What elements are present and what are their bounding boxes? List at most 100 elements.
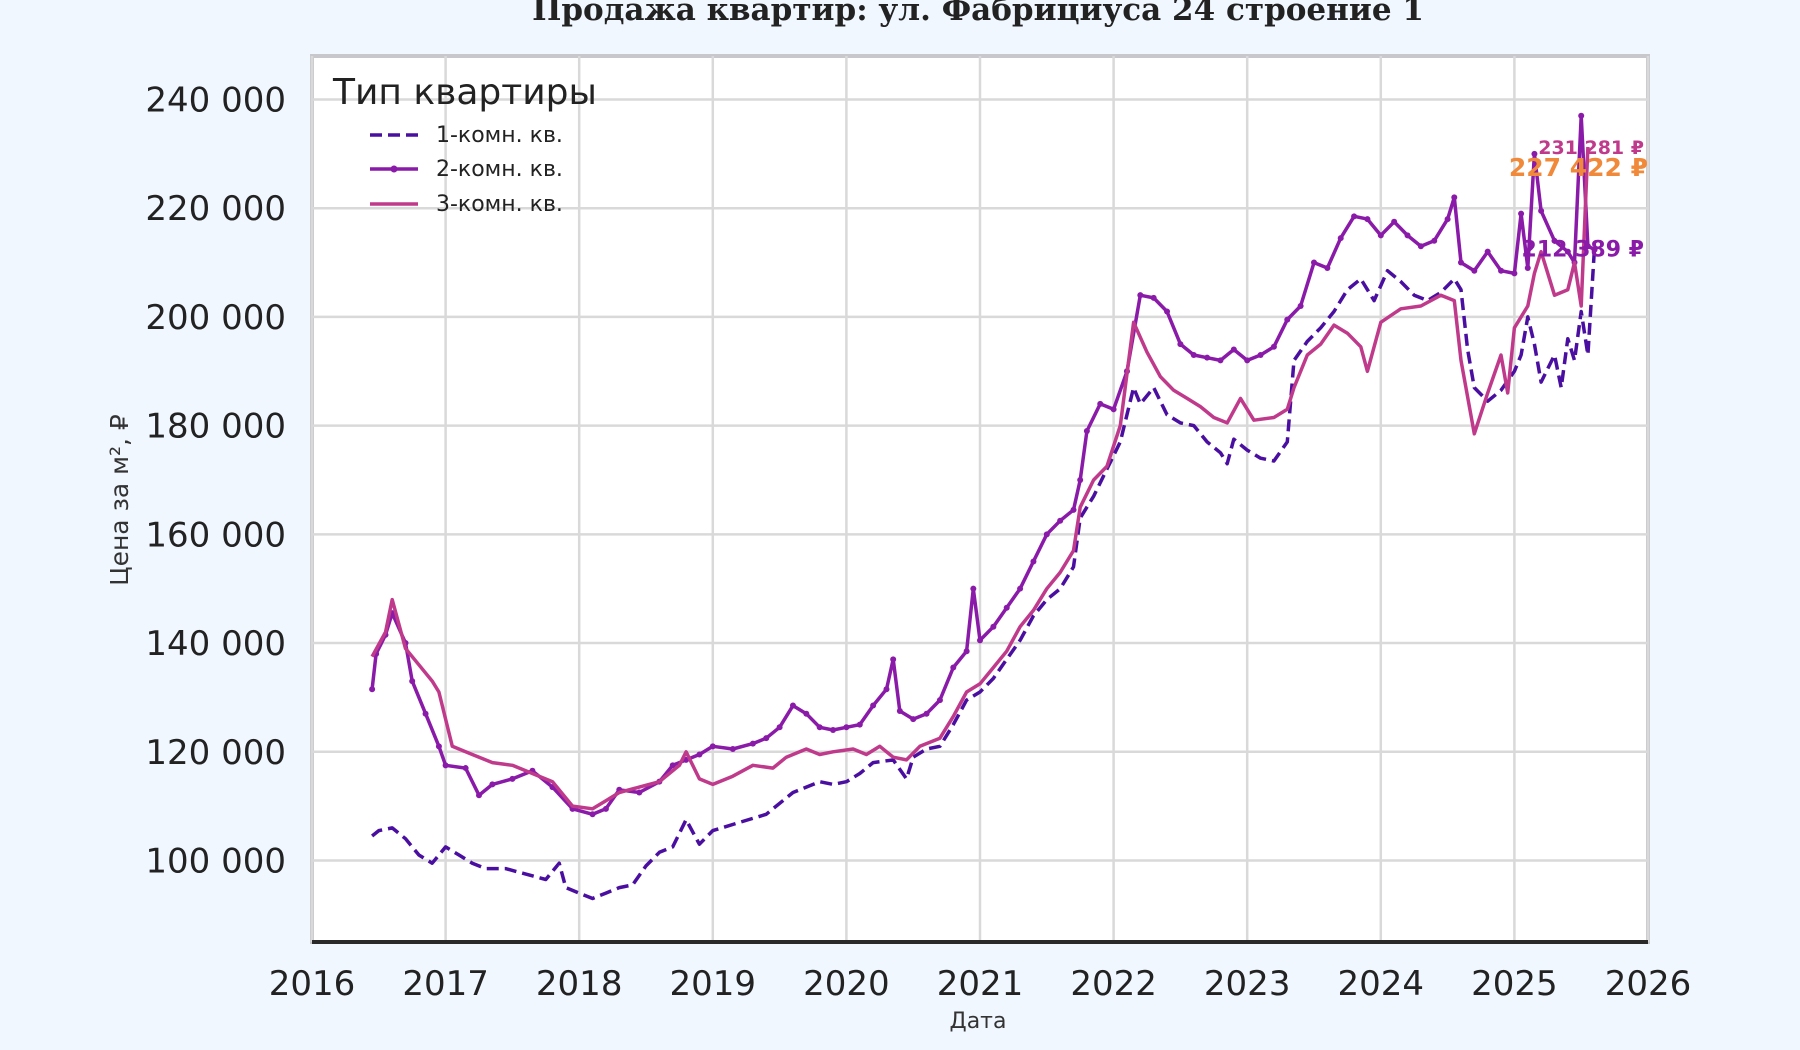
data-point <box>830 727 837 734</box>
data-point <box>763 735 770 742</box>
data-point <box>749 740 756 747</box>
data-point <box>489 781 496 788</box>
data-point <box>669 762 676 769</box>
x-tick-label: 2019 <box>670 964 757 1004</box>
x-tick-label: 2023 <box>1204 964 1291 1004</box>
data-point <box>1584 243 1591 250</box>
data-point <box>1511 270 1518 277</box>
data-point <box>1057 517 1064 524</box>
data-point <box>435 743 442 750</box>
data-point <box>776 724 783 731</box>
legend: Тип квартиры 1-комн. кв. 2-комн. кв. 3-ком… <box>332 72 597 217</box>
data-point <box>1270 343 1277 350</box>
data-point <box>896 707 903 714</box>
data-point <box>1444 216 1451 223</box>
legend-label: 3-комн. кв. <box>436 192 563 217</box>
data-point <box>1351 213 1358 220</box>
x-tick-label: 2026 <box>1605 964 1692 1004</box>
data-point <box>1311 259 1317 266</box>
series-lines <box>369 112 1598 901</box>
data-point <box>1578 112 1585 119</box>
y-tick-label: 160 000 <box>145 515 286 555</box>
data-point <box>1110 406 1117 413</box>
data-point <box>1244 357 1251 364</box>
data-point <box>1391 218 1398 225</box>
legend-items: 1-комн. кв. 2-комн. кв. 3-комн. кв. <box>370 123 563 217</box>
x-tick-label: 2025 <box>1471 964 1558 1004</box>
data-point <box>1284 316 1291 323</box>
data-point <box>789 702 796 709</box>
data-point <box>1364 216 1371 223</box>
data-point <box>1471 267 1478 274</box>
data-point <box>950 664 957 671</box>
x-tick-label: 2024 <box>1338 964 1425 1004</box>
x-tick-labels: 2016 2017 2018 2019 2020 2021 2022 2023 2024 2025… <box>269 964 1692 1004</box>
data-point <box>816 724 823 731</box>
data-point <box>1551 237 1558 244</box>
data-point <box>990 623 997 630</box>
data-point <box>1164 308 1171 315</box>
data-point <box>870 702 877 709</box>
y-tick-label: 200 000 <box>145 298 286 338</box>
data-point <box>1003 604 1010 611</box>
data-point <box>422 710 429 717</box>
data-point <box>910 716 917 723</box>
data-point <box>442 762 449 769</box>
data-point <box>1204 354 1211 361</box>
legend-title: Тип квартиры <box>332 72 597 113</box>
data-point <box>1030 558 1037 565</box>
data-point <box>1518 210 1525 217</box>
data-point <box>1498 267 1505 274</box>
data-point <box>1337 235 1344 242</box>
y-tick-label: 180 000 <box>145 407 286 447</box>
x-tick-label: 2020 <box>803 964 890 1004</box>
data-point <box>890 656 897 663</box>
end-labels: 212 389 ₽ 231 281 ₽227 422 ₽ <box>1509 137 1648 263</box>
data-point <box>1404 232 1411 239</box>
data-point <box>589 811 596 818</box>
data-point <box>963 648 970 655</box>
grid-lines <box>310 56 1650 942</box>
data-point <box>936 697 943 704</box>
data-point <box>509 775 516 782</box>
x-axis-label: Дата <box>950 1009 1007 1034</box>
legend-marker <box>390 165 398 173</box>
data-point <box>1150 294 1157 301</box>
y-tick-label: 220 000 <box>145 189 286 229</box>
data-point <box>1531 150 1538 157</box>
x-tick-label: 2022 <box>1070 964 1157 1004</box>
end-label: 212 389 ₽ <box>1522 238 1644 263</box>
data-point <box>369 686 376 693</box>
data-point <box>1431 237 1438 244</box>
data-point <box>1377 232 1384 239</box>
data-point <box>1564 248 1571 255</box>
data-point <box>1538 207 1545 214</box>
y-axis-label: Цена за м², ₽ <box>105 414 134 586</box>
data-point <box>1457 259 1464 266</box>
y-tick-label: 240 000 <box>145 80 286 120</box>
data-point <box>1324 264 1331 271</box>
x-tick-label: 2016 <box>269 964 356 1004</box>
end-label: 231 281 ₽ <box>1538 137 1644 159</box>
data-point <box>923 710 930 717</box>
end-label-extra: 227 422 ₽ <box>1509 153 1648 182</box>
data-point <box>729 746 736 753</box>
data-point <box>1043 531 1050 538</box>
data-point <box>409 678 416 685</box>
data-point <box>462 765 469 772</box>
data-point <box>1177 341 1184 348</box>
data-point <box>1017 585 1024 592</box>
data-point <box>1297 303 1304 310</box>
plot-area: 212 389 ₽ 231 281 ₽227 422 ₽ <box>310 54 1650 944</box>
legend-label: 2-комн. кв. <box>436 157 563 182</box>
data-point <box>1097 400 1104 407</box>
data-point <box>856 721 863 728</box>
x-tick-label: 2017 <box>402 964 489 1004</box>
data-point <box>476 792 482 799</box>
x-tick-label: 2018 <box>536 964 623 1004</box>
data-point <box>602 805 609 812</box>
legend-label: 1-комн. кв. <box>436 123 563 148</box>
data-point <box>977 637 983 644</box>
data-point <box>1591 246 1598 253</box>
